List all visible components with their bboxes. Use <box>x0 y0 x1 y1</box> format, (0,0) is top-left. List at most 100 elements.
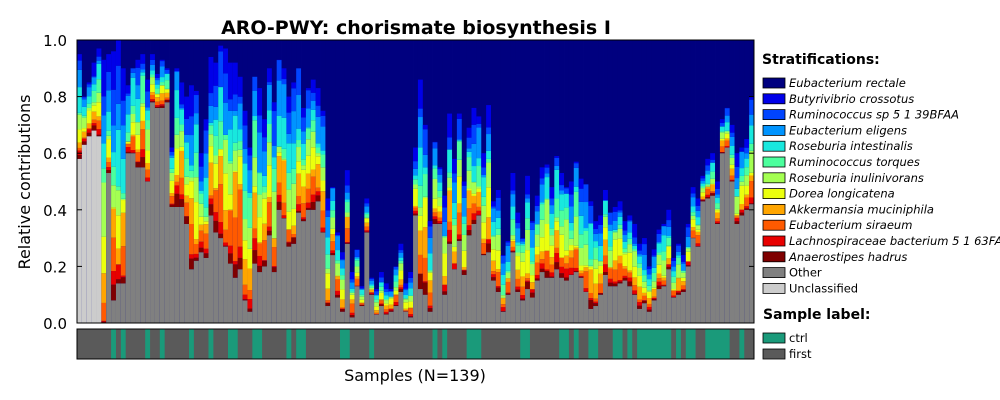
bar-segment <box>223 210 229 230</box>
bar-segment <box>325 273 331 289</box>
bar-segment <box>130 134 136 137</box>
label-cell-first <box>247 329 253 359</box>
bar-segment <box>515 228 521 243</box>
bar-segment <box>354 276 360 279</box>
bar-segment <box>150 99 156 102</box>
bar-segment <box>174 72 180 91</box>
label-cell-first <box>695 329 701 359</box>
bar-segment <box>749 172 755 176</box>
bar-segment <box>335 294 341 298</box>
bar-segment <box>198 193 205 204</box>
bar-segment <box>695 210 701 218</box>
bar-segment <box>539 268 545 273</box>
bar-segment <box>695 224 701 226</box>
bar-segment <box>598 294 604 323</box>
bar-segment <box>637 263 643 268</box>
bar-segment <box>646 269 653 275</box>
bar-segment <box>520 286 526 296</box>
bar-segment <box>656 254 662 265</box>
bar-segment <box>729 157 735 165</box>
bar-segment <box>651 296 657 299</box>
bar-segment <box>461 216 468 224</box>
bar-segment <box>417 108 424 118</box>
bar-segment <box>685 223 692 228</box>
sample-bar <box>344 40 351 323</box>
bar-segment <box>744 185 750 195</box>
bar-segment <box>534 274 541 279</box>
bar-segment <box>471 219 477 224</box>
bar-segment <box>271 267 278 273</box>
bar-segment <box>422 167 429 175</box>
bar-segment <box>700 178 706 182</box>
label-cell-first <box>744 329 750 359</box>
bar-segment <box>91 84 97 91</box>
bar-segment <box>262 151 268 176</box>
bar-segment <box>193 239 200 245</box>
bar-segment <box>495 272 502 287</box>
bar-segment <box>310 147 317 170</box>
bar-segment <box>393 269 399 276</box>
label-cell-first <box>495 329 502 359</box>
bar-segment <box>637 305 643 309</box>
bar-segment <box>398 287 404 290</box>
sample-bar <box>549 40 555 323</box>
bar-segment <box>320 180 326 192</box>
bar-segment <box>452 158 458 174</box>
bar-segment <box>335 236 341 251</box>
bar-segment <box>237 129 243 142</box>
bar-segment <box>364 40 370 323</box>
bar-segment <box>378 286 385 291</box>
bar-segment <box>359 304 365 307</box>
label-cell-first <box>266 329 273 359</box>
bar-segment <box>515 252 521 257</box>
bar-segment <box>680 255 687 262</box>
bar-segment <box>641 300 648 304</box>
bar-segment <box>208 198 214 205</box>
bar-segment <box>344 243 351 323</box>
bar-segment <box>325 306 331 323</box>
bar-segment <box>456 118 463 140</box>
bar-segment <box>359 306 365 323</box>
bar-segment <box>544 164 550 168</box>
bar-segment <box>340 268 346 276</box>
bar-segment <box>705 194 711 197</box>
bar-segment <box>568 245 575 251</box>
bar-segment <box>145 120 151 130</box>
bar-segment <box>262 260 268 261</box>
bar-segment <box>671 289 677 291</box>
bar-segment <box>739 185 745 205</box>
bar-segment <box>476 166 482 187</box>
bar-segment <box>154 80 161 85</box>
bar-segment <box>520 40 526 323</box>
bar-segment <box>266 230 273 236</box>
bar-segment <box>559 266 565 274</box>
bar-segment <box>286 172 292 190</box>
bar-segment <box>588 259 594 266</box>
bar-segment <box>193 253 200 258</box>
sample-bar <box>247 40 253 323</box>
bar-segment <box>495 228 502 235</box>
bar-segment <box>564 263 570 269</box>
bar-segment <box>315 116 321 144</box>
bar-segment <box>700 196 706 200</box>
bar-segment <box>607 230 614 247</box>
bar-segment <box>378 282 385 287</box>
bar-segment <box>106 169 112 174</box>
sample-bar <box>325 40 331 323</box>
sample-bar <box>705 40 711 323</box>
bar-segment <box>564 207 570 220</box>
bar-segment <box>632 293 638 295</box>
bar-segment <box>145 162 151 170</box>
bar-segment <box>301 165 307 170</box>
bar-segment <box>237 149 243 157</box>
bar-segment <box>237 141 243 150</box>
bar-segment <box>374 295 380 300</box>
label-cell-ctrl <box>637 329 643 359</box>
bar-segment <box>227 62 234 100</box>
bar-segment <box>383 40 390 323</box>
bar-segment <box>276 209 282 323</box>
bar-segment <box>413 207 419 211</box>
bar-segment <box>641 254 648 271</box>
bar-segment <box>262 198 268 224</box>
